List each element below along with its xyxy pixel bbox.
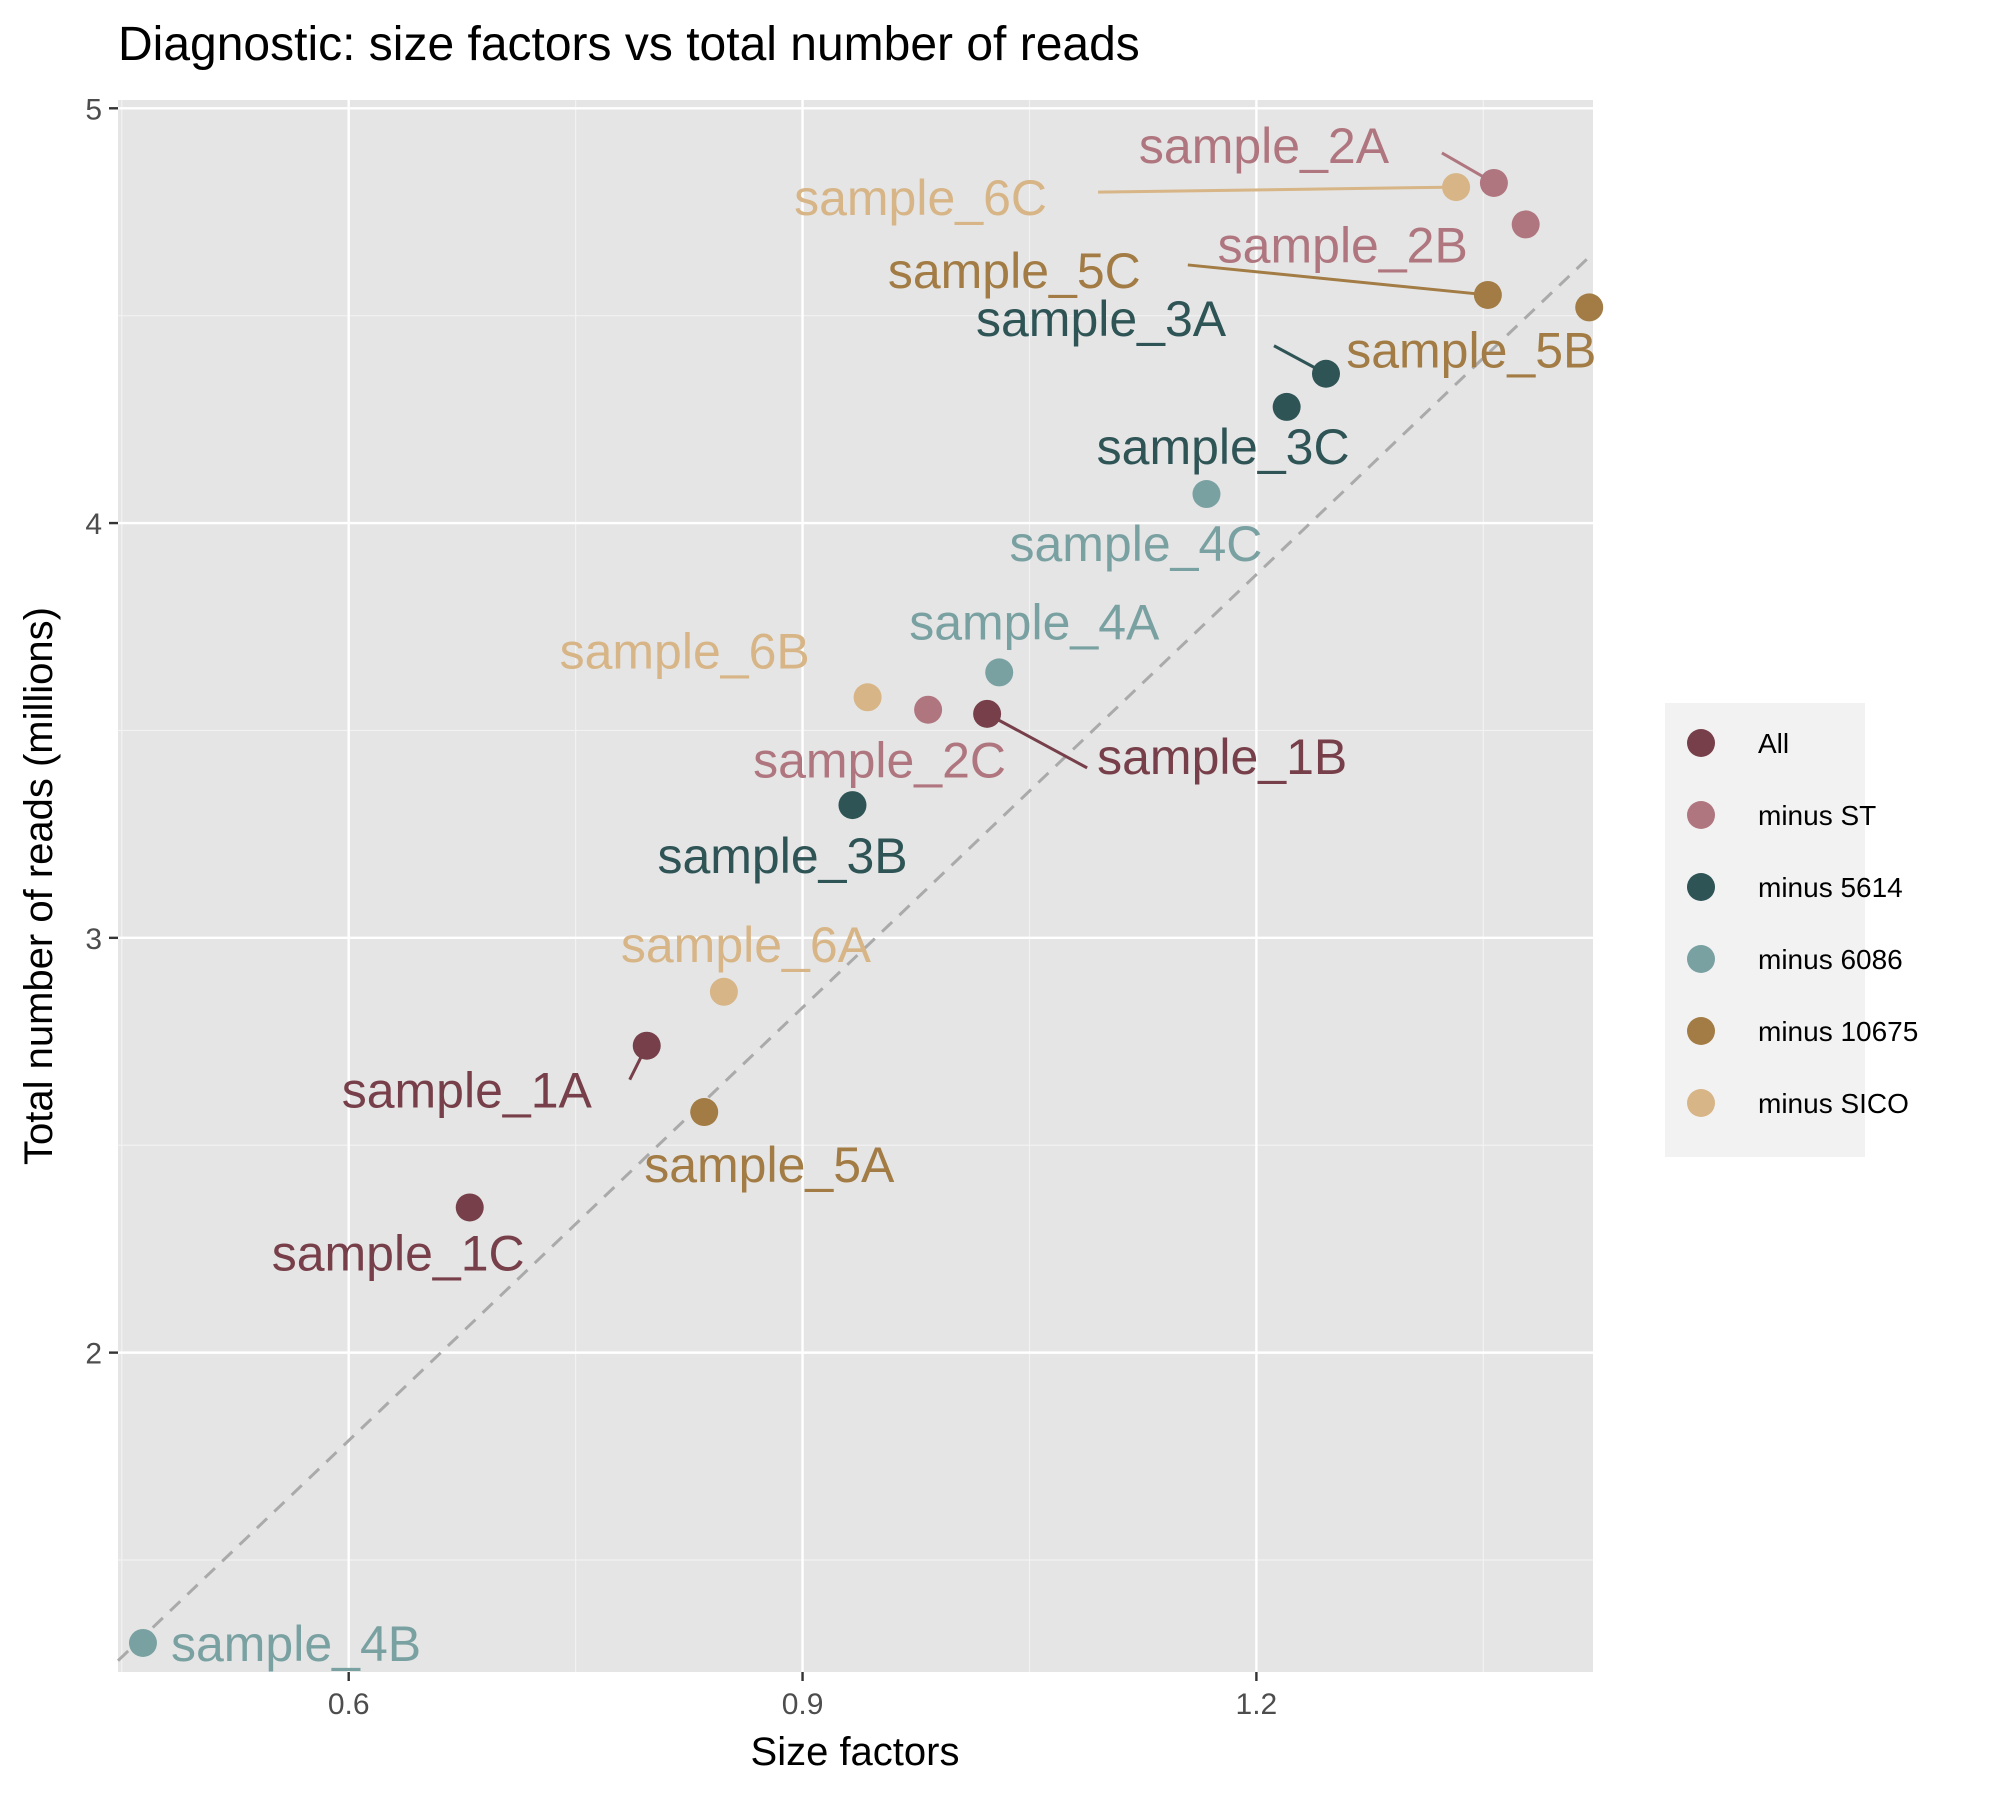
legend-label: minus 6086 <box>1758 944 1903 975</box>
point-label: sample_5A <box>644 1137 895 1193</box>
legend-key <box>1687 1017 1715 1045</box>
data-point-sample-3b <box>838 791 867 820</box>
y-tick-label: 2 <box>85 1338 102 1371</box>
legend: All minus ST minus 5614 minus 6086 minus 106… <box>1665 703 1918 1157</box>
point-label: sample_1B <box>1097 729 1347 785</box>
legend-background <box>1665 703 1865 1157</box>
point-label: sample_6B <box>560 623 810 679</box>
data-point-sample-3a <box>1311 359 1340 388</box>
legend-label: minus ST <box>1758 800 1876 831</box>
data-point-sample-5b <box>1575 293 1604 322</box>
data-point-sample-4a <box>985 658 1014 687</box>
point-label: sample_5C <box>888 243 1141 299</box>
y-axis-title: Total number of reads (millions) <box>17 607 61 1165</box>
y-axis: 2 3 4 5 <box>85 93 118 1371</box>
legend-label: minus 10675 <box>1758 1016 1918 1047</box>
data-point-sample-1a <box>632 1031 661 1060</box>
point-label: sample_4C <box>1009 516 1262 572</box>
data-point-sample-6a <box>709 977 738 1006</box>
data-point-sample-5c <box>1473 280 1502 309</box>
point-label: sample_3B <box>657 828 907 884</box>
data-point-sample-2b <box>1511 210 1540 239</box>
legend-key <box>1687 729 1715 757</box>
data-point-sample-5a <box>690 1098 719 1127</box>
label-leader-line <box>1187 263 1489 297</box>
data-point-sample-2c <box>914 695 943 724</box>
point-label: sample_1C <box>272 1225 525 1281</box>
y-tick-label: 4 <box>85 508 102 541</box>
x-axis: 0.6 0.9 1.2 <box>328 1672 1277 1721</box>
x-tick-label: 1.2 <box>1236 1688 1278 1721</box>
y-tick-label: 3 <box>85 923 102 956</box>
grid-major <box>118 100 1593 1672</box>
label-leader-line <box>1098 185 1457 194</box>
data-point-sample-6c <box>1442 173 1471 202</box>
point-labels: sample_1A sample_1B sample_1C sample_2Asamp… <box>171 118 1596 1672</box>
data-point-sample-2a <box>1479 168 1508 197</box>
point-label: sample_2C <box>753 733 1006 789</box>
legend-label: minus 5614 <box>1758 872 1903 903</box>
data-point-sample-3c <box>1272 392 1301 421</box>
plot-panel <box>118 100 1593 1672</box>
legend-key <box>1687 1089 1715 1117</box>
data-points <box>128 168 1604 1657</box>
point-label: sample_6A <box>621 917 872 973</box>
legend-label: minus SICO <box>1758 1088 1909 1119</box>
point-label: sample_2A <box>1139 118 1390 174</box>
label-leader-line <box>986 712 1088 770</box>
legend-key <box>1687 801 1715 829</box>
data-point-sample-6b <box>853 683 882 712</box>
point-label: sample_4A <box>909 594 1160 650</box>
data-point-sample-1c <box>455 1193 484 1222</box>
data-point-sample-4b <box>128 1628 157 1657</box>
chart-title: Diagnostic: size factors vs total number… <box>118 18 1140 71</box>
legend-label: All <box>1758 728 1789 759</box>
point-label: sample_2B <box>1218 217 1468 273</box>
point-label: sample_3A <box>976 291 1227 347</box>
legend-key <box>1687 945 1715 973</box>
point-label: sample_4B <box>171 1616 421 1672</box>
point-label: sample_3C <box>1097 419 1350 475</box>
x-tick-label: 0.6 <box>328 1688 370 1721</box>
x-tick-label: 0.9 <box>782 1688 824 1721</box>
y-tick-label: 5 <box>85 93 102 126</box>
data-point-sample-1b <box>973 699 1002 728</box>
grid-minor <box>118 100 1593 1672</box>
data-point-sample-4c <box>1192 480 1221 509</box>
legend-key <box>1687 873 1715 901</box>
x-axis-title: Size factors <box>751 1730 960 1774</box>
reference-line <box>116 252 1595 1662</box>
point-label: sample_6C <box>794 170 1047 226</box>
point-label: sample_1A <box>342 1063 593 1119</box>
point-label: sample_5B <box>1346 322 1596 378</box>
